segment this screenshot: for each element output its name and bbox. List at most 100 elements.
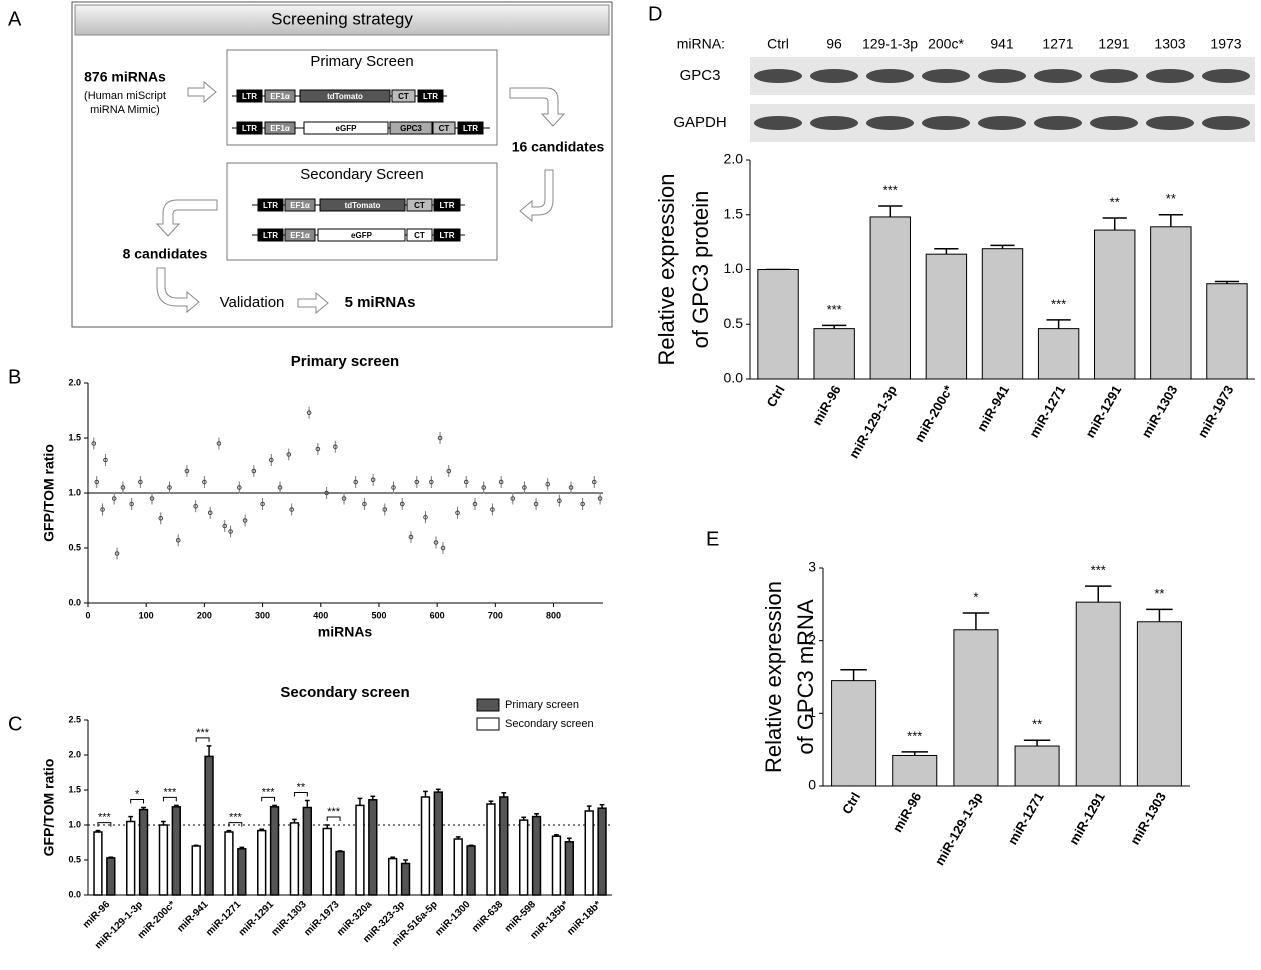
blot-band bbox=[754, 116, 802, 130]
y-tick-label: 2.0 bbox=[724, 151, 744, 167]
blot-band bbox=[1090, 69, 1138, 83]
point bbox=[545, 481, 551, 487]
bracket bbox=[293, 792, 308, 797]
significance: ** bbox=[1032, 717, 1042, 732]
label: miRNA Mimic) bbox=[90, 104, 160, 116]
y-tick-label: 1.5 bbox=[724, 205, 744, 221]
bar bbox=[953, 629, 999, 787]
blot-band bbox=[922, 69, 970, 83]
y-tick-label: 2 bbox=[808, 631, 816, 647]
point bbox=[408, 534, 414, 540]
point bbox=[437, 435, 443, 441]
x-tick-label: miR-1271 bbox=[1026, 383, 1068, 441]
y-tick-label: 1.5 bbox=[68, 432, 81, 442]
lane-label: 1303 bbox=[1154, 36, 1185, 52]
point bbox=[568, 485, 574, 490]
y-tick-label: 1.0 bbox=[68, 487, 81, 497]
point bbox=[91, 441, 97, 446]
panel-label: B bbox=[8, 366, 21, 388]
point bbox=[114, 551, 120, 556]
construct-segment bbox=[417, 89, 444, 103]
panel-label: E bbox=[706, 528, 719, 550]
bar bbox=[368, 799, 378, 896]
segment-label: CT bbox=[439, 124, 450, 133]
point bbox=[167, 485, 172, 490]
bar bbox=[486, 803, 496, 896]
lane-label: 1973 bbox=[1210, 36, 1241, 52]
point bbox=[306, 410, 312, 416]
point bbox=[362, 501, 367, 507]
x-tick-label: 200 bbox=[197, 610, 212, 620]
arrows bbox=[155, 80, 566, 315]
segment-label: CT bbox=[398, 92, 409, 101]
legend-label: Primary screen bbox=[505, 699, 579, 711]
y-axis-label: GFP/TOM ratio bbox=[41, 759, 57, 857]
blot-band bbox=[978, 69, 1026, 83]
point bbox=[149, 496, 155, 501]
point bbox=[472, 501, 478, 507]
x-tick-label: miR-96 bbox=[81, 899, 113, 931]
bar bbox=[355, 804, 365, 896]
segment-label: LTR bbox=[263, 231, 278, 240]
construct-segment bbox=[284, 228, 316, 242]
construct-segment bbox=[264, 121, 296, 135]
label: 16 candidates bbox=[512, 139, 605, 155]
significance: ** bbox=[1110, 194, 1120, 209]
segment-label: LTR bbox=[242, 124, 257, 133]
point bbox=[463, 479, 469, 485]
point bbox=[222, 523, 228, 529]
bar bbox=[831, 680, 877, 787]
segment-label: LTR bbox=[263, 201, 278, 210]
lane-label: 200c* bbox=[928, 36, 964, 52]
bar bbox=[171, 806, 181, 896]
construct-segment bbox=[457, 121, 484, 135]
point bbox=[399, 501, 405, 507]
bar bbox=[302, 806, 312, 896]
construct-segment bbox=[236, 121, 263, 135]
significance: *** bbox=[1091, 563, 1106, 578]
title-bar bbox=[74, 4, 610, 36]
bar bbox=[1150, 226, 1192, 380]
bar bbox=[757, 269, 799, 380]
y-tick-label: 0.5 bbox=[724, 315, 744, 331]
segment-label: EF1α bbox=[270, 92, 290, 101]
chart-title: Primary screen bbox=[291, 353, 399, 370]
point bbox=[315, 446, 321, 452]
bar bbox=[269, 806, 280, 896]
point bbox=[557, 498, 562, 504]
construct-segment bbox=[257, 228, 284, 242]
point bbox=[158, 516, 164, 521]
x-tick-label: 800 bbox=[546, 610, 561, 620]
blot-band bbox=[866, 116, 914, 130]
construct-segment bbox=[257, 198, 284, 212]
panel-label: C bbox=[8, 713, 22, 735]
y-axis-label: of GPC3 protein bbox=[688, 191, 713, 349]
y-tick-label: 1.0 bbox=[724, 260, 744, 276]
bar bbox=[433, 791, 443, 896]
point bbox=[216, 441, 222, 446]
significance: * bbox=[973, 589, 978, 604]
y-axis-label: GFP/TOM ratio bbox=[41, 444, 57, 542]
arrow bbox=[509, 87, 566, 127]
blot-band bbox=[1202, 116, 1250, 130]
construct-segment bbox=[391, 89, 416, 103]
bar bbox=[453, 838, 463, 896]
arrow bbox=[156, 267, 200, 314]
bar bbox=[138, 808, 149, 896]
point bbox=[175, 538, 181, 543]
point bbox=[510, 496, 516, 501]
y-tick-label: 0.0 bbox=[724, 370, 744, 386]
lane-label: 96 bbox=[826, 36, 842, 52]
point bbox=[455, 510, 460, 516]
label: 8 candidates bbox=[123, 246, 208, 262]
diagram-title: Screening strategy bbox=[271, 9, 413, 28]
x-tick-label: miR-1973 bbox=[1195, 383, 1237, 441]
lane-label: 941 bbox=[990, 36, 1014, 52]
box bbox=[226, 162, 498, 261]
point bbox=[370, 477, 376, 483]
y-tick-label: 0.5 bbox=[68, 854, 81, 864]
point bbox=[100, 507, 105, 512]
bracket bbox=[162, 796, 177, 802]
arrow bbox=[519, 169, 554, 223]
